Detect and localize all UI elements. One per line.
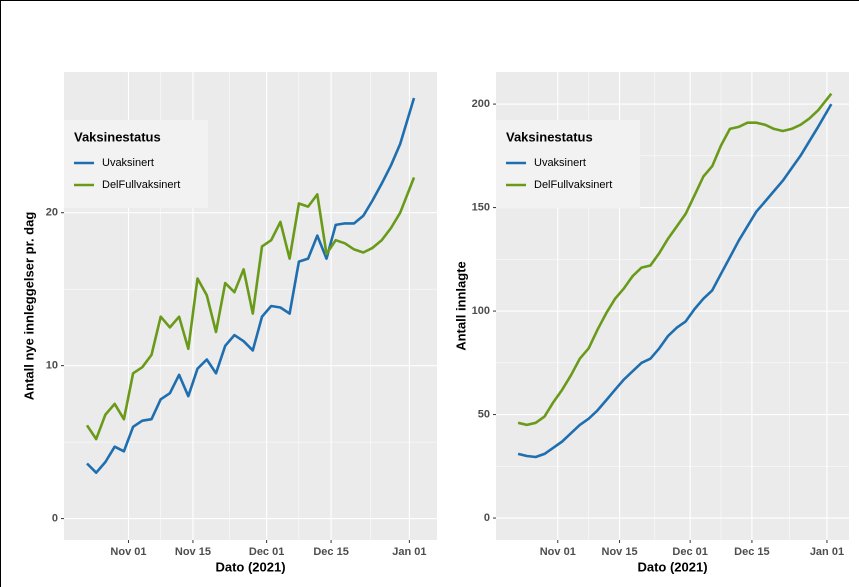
x-tick-label: Jan 01 <box>810 546 844 558</box>
x-tick-label: Nov 15 <box>602 546 638 558</box>
legend-title: Vaksinestatus <box>74 129 161 144</box>
x-tick-label: Jan 01 <box>392 546 426 558</box>
y-tick-label: 0 <box>484 512 490 524</box>
y-axis-title: Antall nye innleggelser pr. dag <box>21 212 36 401</box>
legend-label: Uvaksinert <box>102 157 154 169</box>
legend-label: DelFullvaksinert <box>534 179 612 191</box>
y-tick-label: 0 <box>52 512 58 524</box>
x-tick-label: Dec 01 <box>672 546 707 558</box>
series-line <box>517 92 833 427</box>
x-tick-label: Nov 01 <box>540 546 576 558</box>
series-line <box>86 97 416 474</box>
legend-label: DelFullvaksinert <box>102 179 180 191</box>
x-axis-title: Dato (2021) <box>637 559 707 574</box>
y-tick-label: 100 <box>472 305 490 317</box>
y-tick-label: 200 <box>472 98 490 110</box>
x-tick-label: Dec 01 <box>249 546 284 558</box>
series-line <box>85 177 416 441</box>
x-axis-title: Dato (2021) <box>215 559 285 574</box>
y-tick-label: 150 <box>472 201 490 213</box>
y-tick-label: 20 <box>46 207 58 219</box>
x-tick-label: Nov 01 <box>110 546 146 558</box>
x-tick-label: Dec 15 <box>734 546 769 558</box>
legend-title: Vaksinestatus <box>506 129 593 144</box>
x-tick-label: Dec 15 <box>313 546 348 558</box>
y-tick-label: 10 <box>46 360 58 372</box>
legend-label: Uvaksinert <box>534 157 586 169</box>
x-tick-label: Nov 15 <box>175 546 211 558</box>
y-tick-label: 50 <box>478 408 490 420</box>
series-line <box>517 103 833 459</box>
y-axis-title: Antall innlagte <box>453 261 468 351</box>
